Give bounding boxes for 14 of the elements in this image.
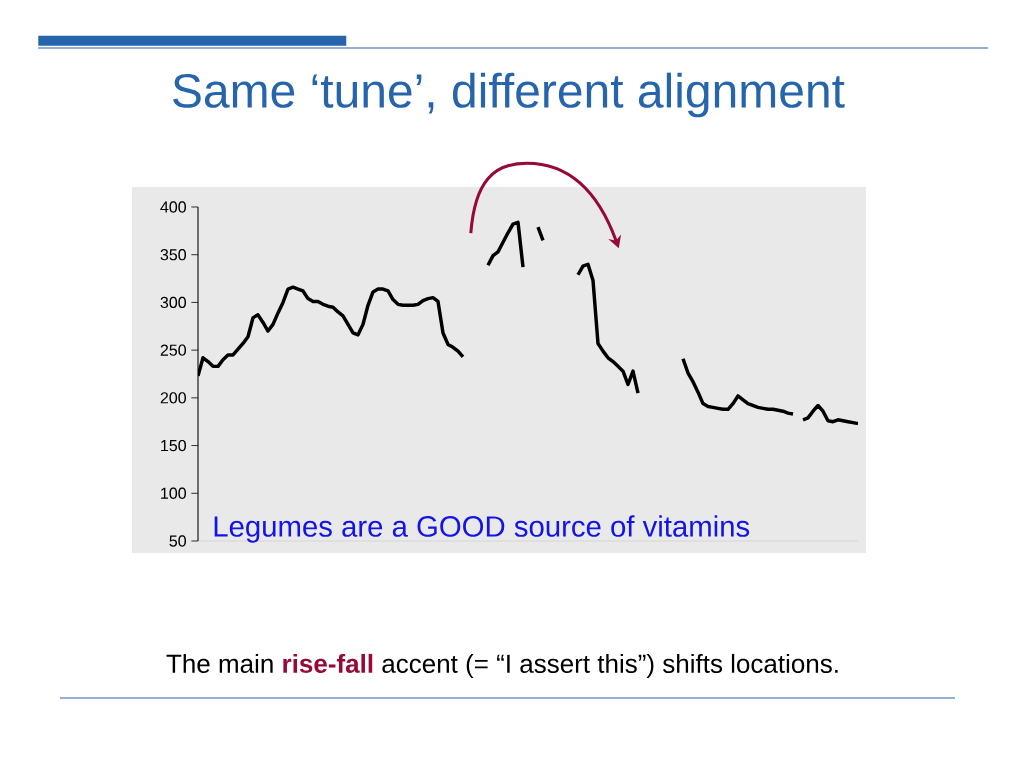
y-tick-label: 150 <box>161 439 186 452</box>
y-tick-label: 200 <box>160 392 186 404</box>
line-series <box>486 220 525 269</box>
y-tick-label: 300 <box>160 296 186 309</box>
y-tick-label: 400 <box>160 201 186 213</box>
line-series <box>801 403 859 426</box>
line-series <box>576 262 640 395</box>
annotation: Legumes are a GOOD source of vitamins <box>214 515 750 543</box>
chart-title: Same ‘tune’, different alignment <box>173 72 845 118</box>
y-tick-label: 350 <box>160 249 186 261</box>
y-tick-label: 100 <box>161 487 186 499</box>
text: The main rise-fall accent (= “I assert this”) shifts locations. <box>166 653 838 679</box>
y-tick-label: 50 <box>169 535 187 547</box>
y-tick-label: 250 <box>160 344 186 356</box>
